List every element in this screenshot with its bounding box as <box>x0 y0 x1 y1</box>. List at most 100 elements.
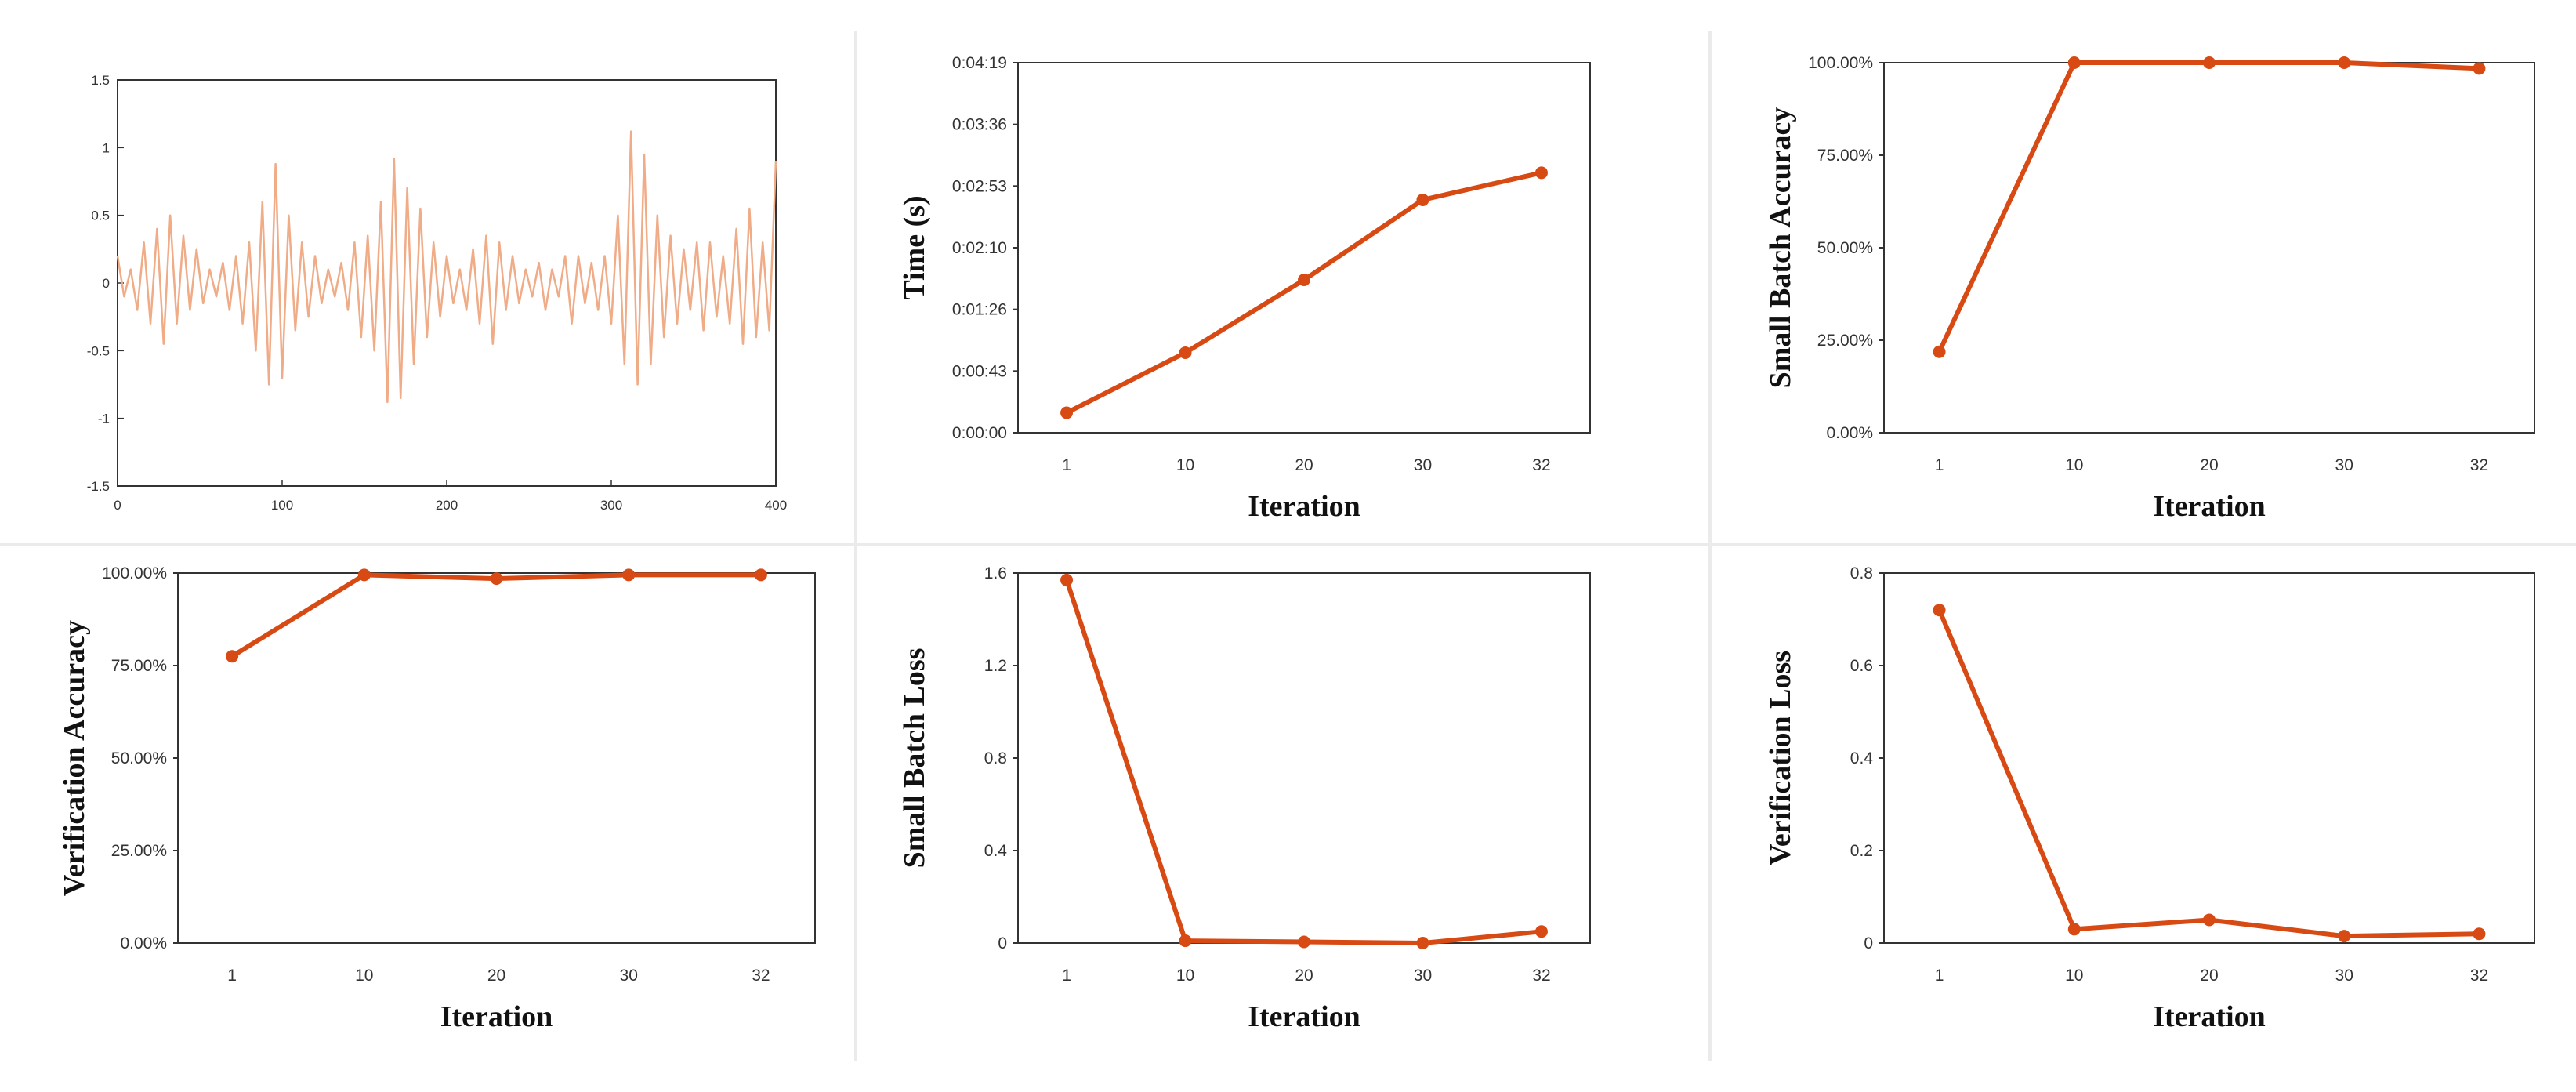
data-point <box>1060 573 1074 586</box>
y-tick-label: 0:02:53 <box>952 177 1007 195</box>
x-tick-label: 10 <box>1176 967 1194 985</box>
x-tick-label: 32 <box>1532 456 1550 474</box>
y-tick-label: 100.00% <box>102 564 167 582</box>
plot-frame <box>1017 572 1591 944</box>
y-axis-label: Time (s) <box>898 195 931 299</box>
waveform-line <box>116 130 777 404</box>
data-point <box>2338 56 2351 69</box>
verification-loss-chart: 0 0.2 0.4 0.6 0.8 1 10 20 30 32 Iteration Verificat… <box>1764 564 2535 1033</box>
data-point <box>1416 193 1429 206</box>
y-tick-label: 0:01:26 <box>952 301 1007 319</box>
data-point <box>1179 346 1192 359</box>
data-point <box>1534 925 1548 938</box>
data-point <box>226 650 239 663</box>
data-point <box>1298 935 1310 949</box>
y-tick-label: 0:00:43 <box>952 362 1007 380</box>
y-tick-label: -1.5 <box>87 479 110 494</box>
data-point <box>357 568 371 582</box>
y-tick-label: 0.5 <box>91 209 110 223</box>
y-tick-label: 0.2 <box>1850 842 1873 860</box>
x-tick-label: 20 <box>2200 967 2218 985</box>
x-tick-label: 1 <box>1062 456 1071 474</box>
y-tick-label: 1.2 <box>984 657 1007 675</box>
x-tick-label: 100 <box>271 498 293 513</box>
x-tick-label: 200 <box>436 498 458 513</box>
x-axis-label: Iteration <box>2153 1000 2266 1033</box>
y-axis-label: Small Batch Accuracy <box>1764 107 1797 389</box>
x-tick-label: 1 <box>227 967 237 985</box>
y-tick-label: 25.00% <box>1817 332 1873 350</box>
x-tick-label: 1 <box>1935 456 1944 474</box>
series-line <box>1937 609 2480 939</box>
x-tick-label: 10 <box>1176 456 1194 474</box>
x-tick-label: 1 <box>1935 967 1944 985</box>
data-point <box>1933 345 1946 358</box>
x-tick-label: 20 <box>1295 456 1313 474</box>
x-tick-label: 32 <box>1532 967 1550 985</box>
y-tick-label: 75.00% <box>111 657 167 675</box>
x-tick-label: 10 <box>2065 456 2083 474</box>
y-tick-label: 50.00% <box>1817 239 1873 257</box>
waveform-panel: 1.5 1 0.5 0 -0.5 -1 -1.5 0 100 200 300 400 <box>0 0 854 543</box>
y-tick-label: 0.6 <box>1850 657 1873 675</box>
verification-accuracy-panel: 0.00% 25.00% 50.00% 75.00% 100.00% 1 10 20 30 32 I… <box>0 546 854 1092</box>
data-point <box>1060 406 1074 419</box>
data-point <box>754 568 767 582</box>
verification-accuracy-chart: 0.00% 25.00% 50.00% 75.00% 100.00% 1 10 20 30 32 I… <box>58 564 816 1033</box>
y-tick-label: -0.5 <box>87 343 110 358</box>
plot-frame <box>1883 62 2535 434</box>
x-tick-label: 20 <box>2200 456 2218 474</box>
x-tick-label: 30 <box>2335 456 2353 474</box>
series-line <box>1064 579 1542 945</box>
y-tick-label: 0.4 <box>1850 749 1874 767</box>
y-tick-label: 0:02:10 <box>952 239 1007 257</box>
small-batch-loss-chart: 0 0.4 0.8 1.2 1.6 1 10 20 30 32 Iteration Small Bat… <box>898 564 1591 1033</box>
time-panel: 0:00:00 0:00:43 0:01:26 0:02:10 0:02:53 0:03:… <box>857 0 1708 543</box>
series-line <box>230 572 761 658</box>
y-tick-label: 0.8 <box>1850 564 1873 582</box>
data-point <box>1534 166 1548 180</box>
y-tick-label: 75.00% <box>1817 147 1873 165</box>
x-tick-label: 10 <box>355 967 373 985</box>
panel-divider-horizontal <box>0 543 2576 546</box>
x-tick-label: 30 <box>2335 967 2353 985</box>
series-line <box>1065 170 1542 415</box>
data-point <box>622 568 636 582</box>
y-tick-label: 0 <box>1864 934 1873 952</box>
data-point <box>1933 604 1946 617</box>
small-batch-accuracy-panel: 0.00% 25.00% 50.00% 75.00% 100.00% 1 10 20 30 32 I… <box>1712 0 2576 543</box>
data-point <box>1416 937 1429 949</box>
y-tick-label: 25.00% <box>111 842 167 860</box>
y-tick-label: 0.8 <box>984 749 1007 767</box>
data-point <box>2203 56 2216 69</box>
x-tick-label: 0 <box>114 498 121 513</box>
y-tick-label: 0 <box>998 934 1007 952</box>
x-tick-label: 30 <box>1414 967 1432 985</box>
data-point <box>1298 274 1310 287</box>
x-axis-label: Iteration <box>1248 490 1360 523</box>
y-tick-label: -1 <box>98 412 110 426</box>
x-tick-label: 400 <box>765 498 787 513</box>
x-tick-label: 20 <box>1295 967 1313 985</box>
x-tick-label: 300 <box>600 498 622 513</box>
y-tick-label: 0.00% <box>120 934 167 952</box>
x-tick-label: 30 <box>620 967 638 985</box>
y-tick-label: 50.00% <box>111 749 167 767</box>
x-axis-label: Iteration <box>1248 1000 1360 1033</box>
y-axis-label: Small Batch Loss <box>898 648 931 869</box>
y-tick-label: 100.00% <box>1808 54 1873 72</box>
y-tick-label: 0 <box>103 276 110 291</box>
waveform-chart: 1.5 1 0.5 0 -0.5 -1 -1.5 0 100 200 300 400 <box>87 73 787 513</box>
verification-loss-panel: 0 0.2 0.4 0.6 0.8 1 10 20 30 32 Iteration Verificat… <box>1712 546 2576 1092</box>
plot-frame <box>1017 62 1591 434</box>
data-point <box>2473 62 2486 75</box>
data-point <box>1179 934 1192 948</box>
y-tick-label: 0:03:36 <box>952 116 1007 134</box>
plot-frame <box>117 79 777 487</box>
y-tick-label: 0.00% <box>1826 424 1873 442</box>
x-tick-label: 32 <box>2470 456 2488 474</box>
series-line <box>1937 60 2480 353</box>
y-tick-label: 0:00:00 <box>952 424 1007 442</box>
x-tick-label: 10 <box>2065 967 2083 985</box>
y-tick-label: 0.4 <box>984 842 1008 860</box>
